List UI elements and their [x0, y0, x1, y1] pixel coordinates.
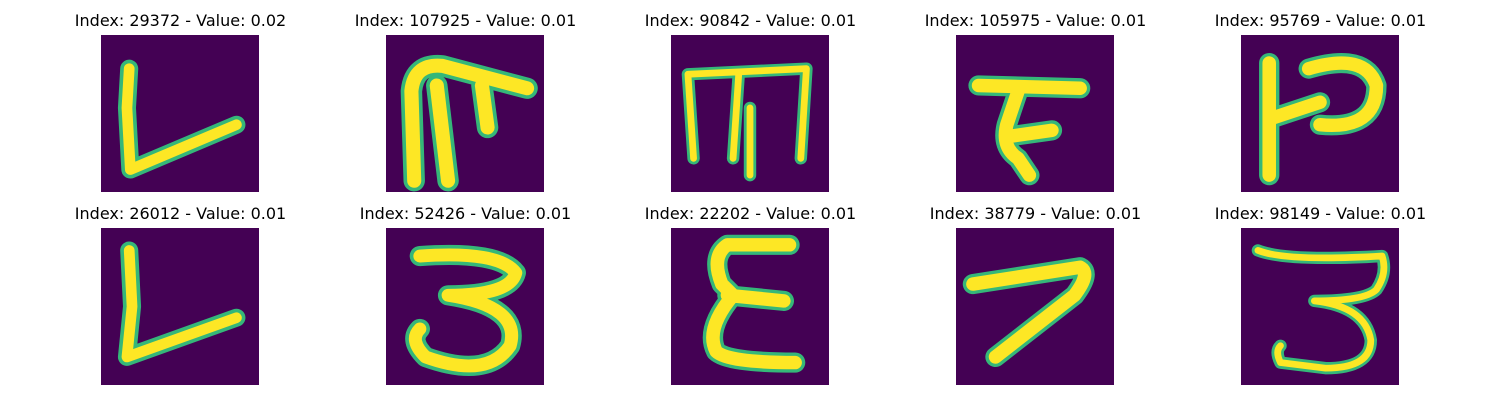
panel-7: Index: 52426 - Value: 0.01	[323, 193, 608, 385]
panel-title: Index: 29372 - Value: 0.02	[74, 11, 287, 30]
digit-image	[386, 35, 544, 192]
panel-5: Index: 95769 - Value: 0.01	[1178, 0, 1463, 192]
panel-title: Index: 105975 - Value: 0.01	[924, 11, 1147, 30]
panel-1: Index: 29372 - Value: 0.02	[38, 0, 323, 192]
panel-title: Index: 22202 - Value: 0.01	[644, 204, 857, 223]
panel-title: Index: 26012 - Value: 0.01	[74, 204, 287, 223]
panel-3: Index: 90842 - Value: 0.01	[608, 0, 893, 192]
panel-title: Index: 98149 - Value: 0.01	[1214, 204, 1427, 223]
panel-title: Index: 52426 - Value: 0.01	[359, 204, 572, 223]
panel-title: Index: 107925 - Value: 0.01	[354, 11, 577, 30]
panel-title: Index: 90842 - Value: 0.01	[644, 11, 857, 30]
digit-image	[671, 228, 829, 385]
digit-image	[1241, 228, 1399, 385]
panel-8: Index: 22202 - Value: 0.01	[608, 193, 893, 385]
digit-image	[956, 35, 1114, 192]
panel-title: Index: 38779 - Value: 0.01	[929, 204, 1142, 223]
panel-9: Index: 38779 - Value: 0.01	[893, 193, 1178, 385]
digit-image	[101, 228, 259, 385]
digit-image	[671, 35, 829, 192]
digit-image	[386, 228, 544, 385]
panel-6: Index: 26012 - Value: 0.01	[38, 193, 323, 385]
panel-title: Index: 95769 - Value: 0.01	[1214, 11, 1427, 30]
panel-10: Index: 98149 - Value: 0.01	[1178, 193, 1463, 385]
panel-2: Index: 107925 - Value: 0.01	[323, 0, 608, 192]
digit-image	[101, 35, 259, 192]
digit-image	[1241, 35, 1399, 192]
digit-image	[956, 228, 1114, 385]
panel-4: Index: 105975 - Value: 0.01	[893, 0, 1178, 192]
